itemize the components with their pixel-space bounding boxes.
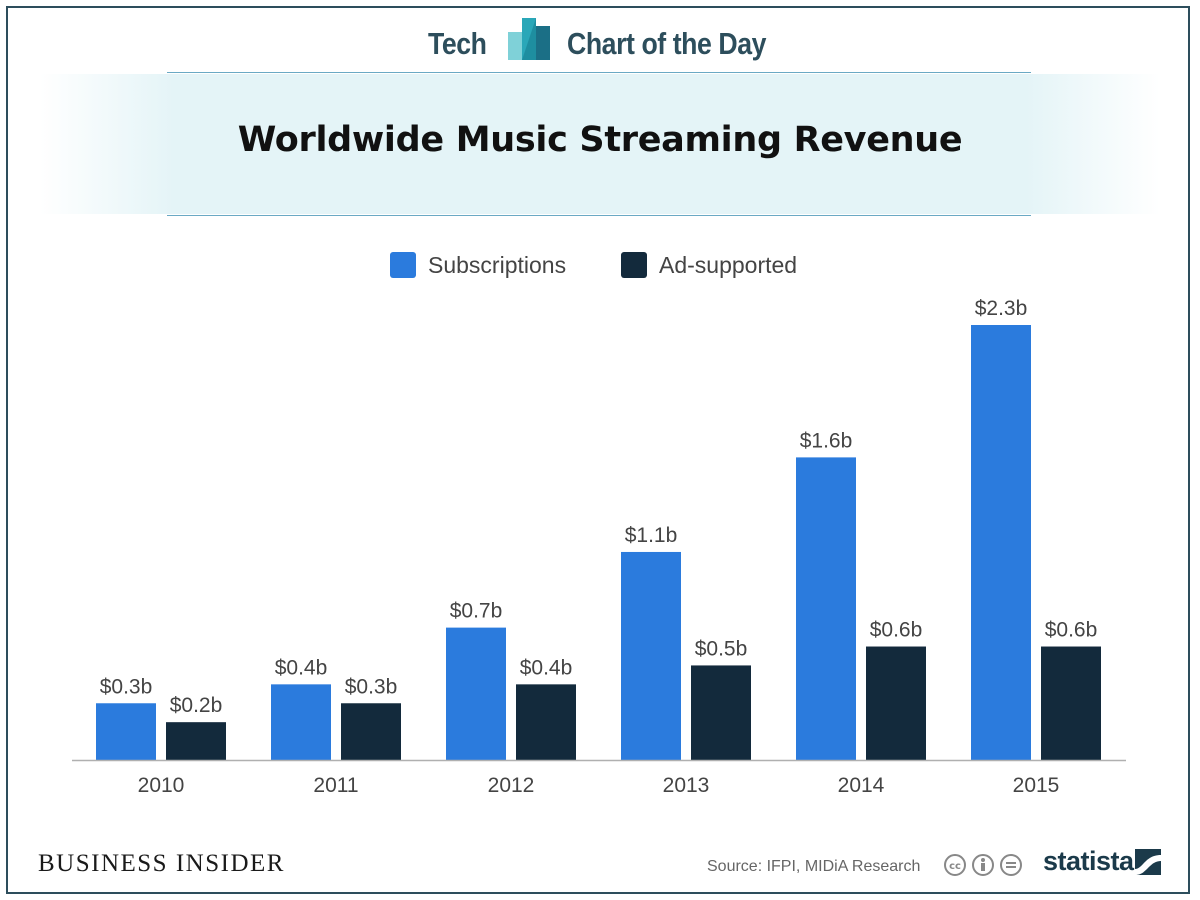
bar-subscriptions-2011 bbox=[271, 684, 331, 760]
data-label-ad-supported-2015: $0.6b bbox=[1045, 619, 1098, 642]
bar-ad-supported-2011 bbox=[341, 703, 401, 760]
data-label-ad-supported-2012: $0.4b bbox=[520, 656, 573, 679]
cc-icon bbox=[944, 854, 966, 876]
data-label-subscriptions-2011: $0.4b bbox=[275, 656, 328, 679]
by-icon bbox=[972, 854, 994, 876]
header-chart-of-the-day-label: Chart of the Day bbox=[567, 26, 767, 61]
bar-ad-supported-2012 bbox=[516, 684, 576, 760]
bar-subscriptions-2013 bbox=[621, 551, 681, 760]
x-tick-label-2012: 2012 bbox=[488, 774, 535, 797]
x-tick-label-2013: 2013 bbox=[663, 774, 710, 797]
business-insider-logo: BUSINESS INSIDER bbox=[38, 850, 285, 877]
legend-label-ad-supported: Ad-supported bbox=[659, 251, 798, 278]
bar-subscriptions-2015 bbox=[971, 325, 1031, 760]
svg-text:cc: cc bbox=[949, 861, 961, 872]
legend-label-subscriptions: Subscriptions bbox=[428, 251, 567, 278]
x-tick-label-2014: 2014 bbox=[838, 774, 885, 797]
chart-of-the-day-logo-icon bbox=[508, 18, 550, 60]
data-label-subscriptions-2015: $2.3b bbox=[975, 297, 1028, 320]
header-tech-label: Tech bbox=[428, 26, 487, 61]
x-tick-label-2015: 2015 bbox=[1013, 774, 1060, 797]
legend-item-ad-supported: Ad-supported bbox=[621, 250, 797, 280]
creative-commons-icons: cc bbox=[944, 854, 1022, 876]
chart-frame bbox=[6, 6, 1190, 894]
header: Tech Chart of the Day bbox=[0, 14, 1200, 74]
source-note: Source: IFPI, MIDiA Research bbox=[707, 858, 921, 875]
bar-ad-supported-2010 bbox=[166, 722, 226, 760]
statista-mark-icon bbox=[1135, 849, 1161, 875]
data-label-ad-supported-2011: $0.3b bbox=[345, 675, 398, 698]
bar-subscriptions-2010 bbox=[96, 703, 156, 760]
bar-subscriptions-2014 bbox=[796, 457, 856, 760]
legend-swatch-ad-supported bbox=[621, 252, 647, 278]
bar-ad-supported-2013 bbox=[691, 665, 751, 760]
title-rule-top bbox=[167, 72, 1031, 73]
data-label-subscriptions-2013: $1.1b bbox=[625, 524, 678, 547]
data-label-ad-supported-2014: $0.6b bbox=[870, 619, 923, 642]
data-label-subscriptions-2012: $0.7b bbox=[450, 600, 503, 623]
legend-swatch-subscriptions bbox=[390, 252, 416, 278]
bar-ad-supported-2014 bbox=[866, 646, 926, 760]
nd-icon bbox=[1000, 854, 1022, 876]
bar-ad-supported-2015 bbox=[1041, 646, 1101, 760]
data-label-subscriptions-2014: $1.6b bbox=[800, 429, 853, 452]
x-tick-label-2010: 2010 bbox=[138, 774, 185, 797]
chart-title: Worldwide Music Streaming Revenue bbox=[237, 120, 963, 160]
title-band bbox=[40, 74, 1160, 214]
legend-item-subscriptions: Subscriptions bbox=[390, 250, 566, 280]
title-rule-bottom bbox=[167, 215, 1031, 216]
data-label-ad-supported-2010: $0.2b bbox=[170, 694, 223, 717]
x-tick-label-2011: 2011 bbox=[313, 774, 358, 797]
legend: Subscriptions Ad-supported bbox=[0, 250, 1200, 280]
data-label-ad-supported-2013: $0.5b bbox=[695, 637, 748, 660]
data-label-subscriptions-2010: $0.3b bbox=[100, 675, 153, 698]
bar-subscriptions-2012 bbox=[446, 627, 506, 760]
statista-logo: statista bbox=[1043, 846, 1134, 876]
